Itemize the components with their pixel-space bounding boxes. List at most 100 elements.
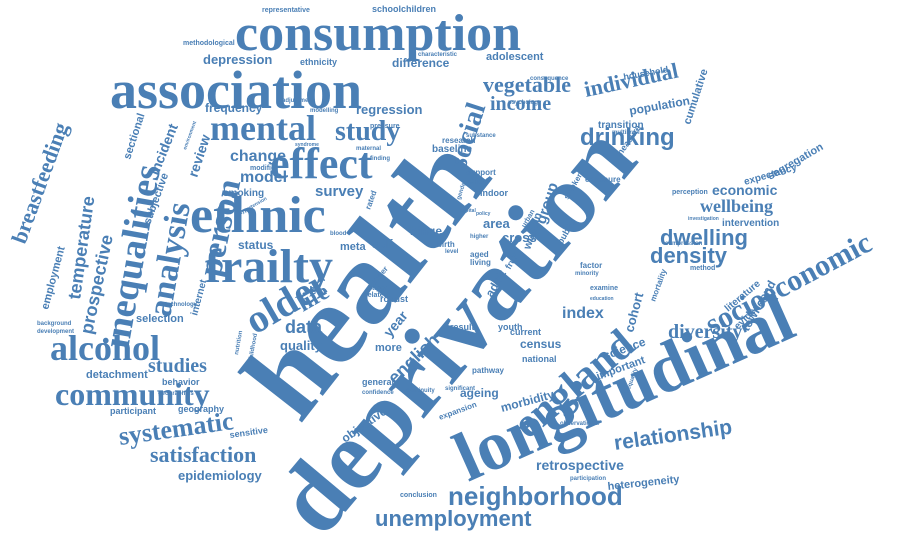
word-ageing: ageing (460, 386, 499, 400)
word-finding: finding (370, 156, 390, 162)
word-research: research (442, 136, 475, 145)
word-retrospective: retrospective (536, 457, 624, 473)
word-adjustment: adjustment (282, 98, 314, 104)
word-depression: depression (203, 52, 272, 67)
word-unemployment: unemployment (375, 506, 532, 531)
word-diversity: diversity (668, 321, 742, 343)
word-epidemiology: epidemiology (178, 468, 263, 483)
word-general: general (362, 377, 394, 387)
word-modelling: modelling (310, 108, 339, 114)
word-representative: representative (262, 7, 310, 14)
word-breastfeeding: breastfeeding (6, 119, 73, 247)
word-education: education (590, 296, 614, 302)
word-development: development (37, 329, 74, 335)
word-policy: policy (476, 211, 491, 217)
word-indoor: indoor (480, 188, 508, 198)
word-background: background (37, 321, 72, 327)
word-participant: participant (110, 406, 156, 416)
word-smoking: smoking (223, 188, 264, 199)
word-ethnicity: ethnicity (300, 57, 337, 67)
word-frequency: frequency (205, 101, 263, 115)
word-investigation: investigation (688, 216, 719, 222)
word-related: related (365, 292, 388, 299)
word-pathway: pathway (472, 366, 505, 375)
word-capital: capital (460, 208, 476, 214)
word-compression: compression (665, 241, 703, 247)
word-examine: examine (590, 285, 618, 292)
word-dwelling: dwelling (660, 225, 748, 250)
word-youth: youth (498, 322, 523, 332)
word-mortality: mortality (648, 267, 668, 302)
word-index: index (562, 305, 604, 322)
word-cohort: cohort (621, 290, 646, 334)
word-satisfaction: satisfaction (150, 442, 256, 467)
word-schoolchildren: schoolchildren (372, 4, 436, 14)
word-participation: participation (570, 476, 606, 482)
word-heterogeneity: heterogeneity (607, 473, 681, 493)
word-more: more (375, 342, 402, 354)
word-self: self (372, 237, 394, 251)
word-meta: meta (340, 241, 367, 253)
word-quality: quality (280, 338, 323, 353)
word-period: period (464, 177, 489, 186)
word-blood: blood (330, 231, 347, 237)
word-continuity: continuity (406, 388, 435, 394)
word-alcohol: alcohol (50, 328, 160, 368)
word-area: area (483, 216, 511, 231)
word-minority: minority (575, 271, 599, 277)
word-consumption: consumption (235, 5, 521, 62)
word-factor: factor (580, 261, 602, 270)
word-cross: cross (502, 230, 537, 245)
word-regression: regression (356, 102, 423, 117)
word-perception: perception (672, 189, 708, 196)
word-status: status (238, 238, 274, 252)
word-sensitive: sensitive (229, 425, 269, 440)
word-living: living (470, 258, 491, 267)
word-transition: transition (598, 120, 644, 131)
word-psychology: psychology (508, 100, 542, 106)
word-employment: employment (39, 245, 67, 311)
word-paper: paper (368, 285, 387, 292)
word-exposure: exposure (585, 175, 621, 184)
word-childhood: childhood (248, 333, 259, 363)
word-change: change (230, 148, 286, 165)
word-incident: incident (146, 121, 181, 177)
word-observational: observational (560, 421, 599, 427)
word-technology: technology (165, 302, 198, 308)
word-national: national (522, 354, 557, 364)
word-adolescent: adolescent (486, 51, 544, 63)
word-difference: difference (392, 56, 450, 70)
word-drinking: drinking (580, 124, 675, 151)
word-binge: binge (410, 224, 442, 238)
word-modifier: modifier (250, 165, 278, 172)
word-consequence: consequence (530, 76, 569, 82)
word-significant: significant (445, 386, 475, 392)
word-multilevel: multilevel (612, 130, 640, 136)
word-survey: survey (315, 183, 364, 200)
word-mental: mental (210, 108, 316, 148)
word-baseline: baseline (432, 144, 472, 155)
word-birth: birth (437, 240, 455, 249)
word-support: support (466, 168, 496, 177)
word-intervention: intervention (722, 218, 779, 229)
word-effect: effect (270, 139, 373, 188)
word-maternal: maternal (356, 146, 381, 152)
word-methodological: methodological (183, 40, 235, 47)
word-income: income (490, 93, 551, 115)
word-confidence: confidence (362, 390, 394, 396)
word-wellbeing: wellbeing (700, 196, 773, 216)
word-nutrition: nutrition (234, 330, 244, 355)
word-method: method (690, 265, 715, 272)
word-association: association (110, 60, 362, 120)
word-geographies: geographies (158, 391, 194, 397)
word-aged: aged (470, 250, 489, 259)
word-data: data (285, 317, 323, 337)
word-community: community (55, 376, 210, 412)
word-syndrome: syndrome (295, 142, 319, 148)
word-robust: robust (380, 294, 408, 304)
word-current: current (510, 327, 541, 337)
word-level: level (445, 249, 459, 255)
word-studies: studies (148, 355, 207, 377)
word-study: study (335, 116, 400, 147)
